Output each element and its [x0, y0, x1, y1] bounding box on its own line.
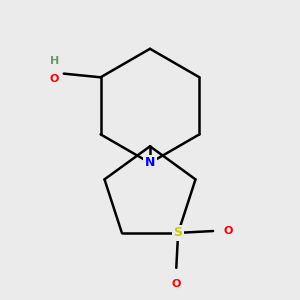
Text: O: O: [223, 226, 232, 236]
Text: O: O: [172, 279, 181, 290]
Text: S: S: [174, 226, 183, 239]
Text: H: H: [50, 56, 59, 66]
Text: N: N: [145, 156, 155, 170]
Text: O: O: [50, 74, 59, 84]
